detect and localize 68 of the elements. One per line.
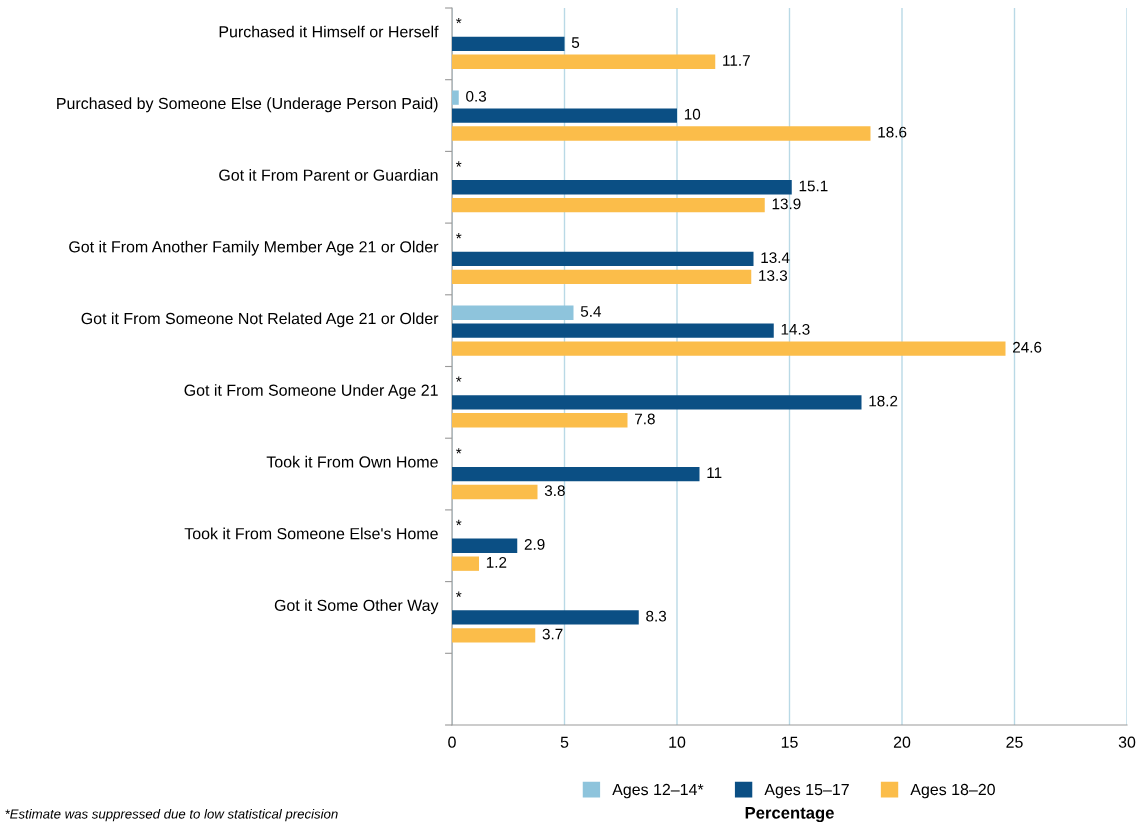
- bar: [452, 251, 754, 267]
- x-tick-label: 5: [560, 736, 569, 748]
- text: *: [456, 448, 462, 454]
- data-label: 18.2: [869, 395, 898, 407]
- data-label: 8.3: [646, 610, 667, 622]
- data-label: 2.9: [524, 539, 545, 550]
- y-tick-label: Got it From Someone Under Age 21: [184, 384, 438, 400]
- data-label: 14.3: [781, 323, 810, 335]
- bar: [452, 413, 628, 428]
- data-label: 1.2: [486, 556, 507, 568]
- data-label: 3.7: [542, 628, 563, 640]
- bar: [452, 538, 518, 553]
- bar: [452, 323, 774, 338]
- bar: [452, 395, 862, 410]
- bar: [452, 269, 752, 285]
- x-tick-label: 25: [1006, 736, 1023, 748]
- bar: [452, 628, 536, 643]
- y-tick-label: Got it From Someone Not Related Age 21 or Older: [81, 312, 439, 328]
- text: *: [456, 376, 462, 382]
- data-label: 5: [571, 37, 580, 48]
- y-tick-label: Purchased by Someone Else (Underage Person Paid): [57, 97, 438, 113]
- bar: [452, 305, 574, 320]
- legend-label: Ages 15–17: [764, 784, 849, 799]
- text: *: [456, 233, 462, 239]
- text: *: [456, 17, 462, 24]
- x-axis-title: Percentage: [745, 807, 834, 823]
- bar: [452, 341, 1006, 356]
- x-tick-label: 20: [893, 736, 911, 748]
- data-label: 13.4: [761, 252, 790, 264]
- text: *: [456, 591, 462, 597]
- bar: [452, 198, 765, 213]
- bar: [452, 484, 538, 500]
- data-label: 5.4: [580, 306, 602, 317]
- data-label: 10: [684, 108, 701, 120]
- y-tick-label: Took it From Someone Else's Home: [184, 527, 438, 540]
- data-label: 18.6: [878, 126, 907, 138]
- data-label: 24.6: [1013, 341, 1042, 353]
- y-tick-label: Got it From Parent or Guardian: [219, 169, 438, 181]
- bar: [452, 36, 565, 52]
- data-label: 3.8: [544, 485, 565, 497]
- bar: [452, 556, 479, 571]
- bar: [452, 90, 459, 105]
- x-tick-label: 10: [669, 736, 686, 748]
- data-label: 13.3: [759, 270, 788, 281]
- data-label: 11: [707, 467, 722, 478]
- bar: [452, 610, 639, 625]
- data-label: 7.8: [635, 413, 655, 425]
- y-tick-label: Got it Some Other Way: [274, 599, 439, 615]
- bar: [452, 54, 716, 69]
- y-tick-label: Got it From Another Family Member Age 21 or Older: [69, 240, 439, 256]
- legend-label: Ages 12–14*: [612, 783, 704, 799]
- bar: [452, 180, 792, 195]
- bar: [452, 108, 677, 123]
- bar: [452, 126, 871, 141]
- data-label: 15.1: [799, 180, 828, 192]
- text: *Estimate was suppressed due to low statistical precision: [5, 808, 338, 822]
- x-tick-label: 0: [448, 736, 456, 748]
- x-tick-label: 30: [1118, 736, 1136, 748]
- data-label: 11.7: [723, 55, 750, 66]
- x-tick-label: 15: [781, 736, 798, 748]
- data-label: 0.3: [466, 90, 487, 102]
- y-tick-label: Purchased it Himself or Herself: [219, 25, 439, 38]
- text: *: [456, 519, 462, 526]
- data-label: 13.9: [772, 198, 801, 210]
- y-tick-label: Took it From Own Home: [266, 455, 438, 468]
- text: *: [456, 161, 462, 167]
- bar: [452, 466, 700, 482]
- legend-label: Ages 18–20: [910, 783, 995, 799]
